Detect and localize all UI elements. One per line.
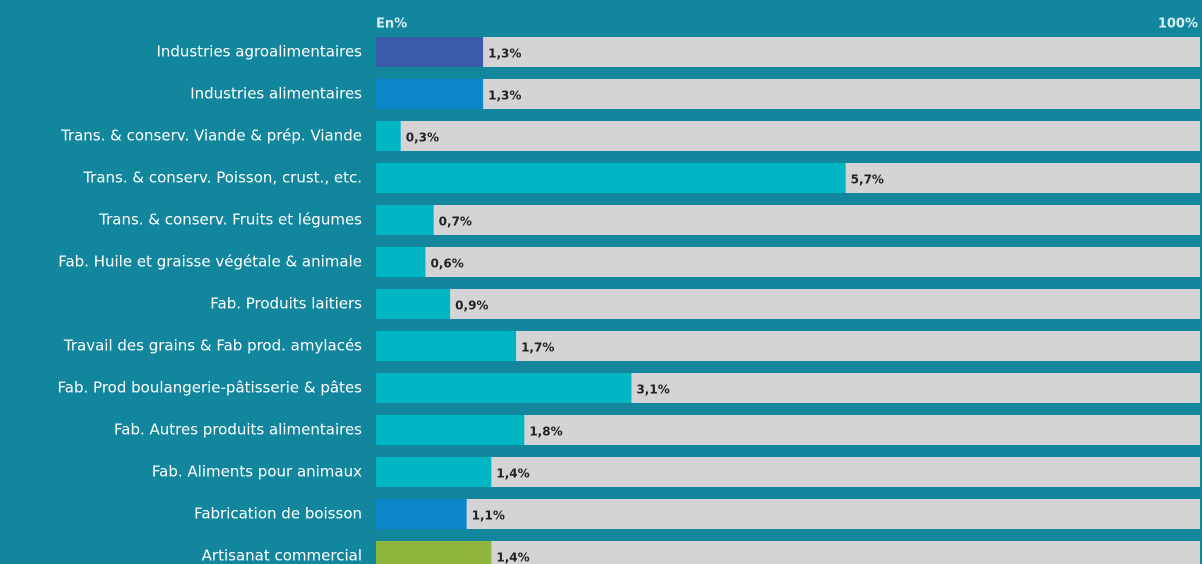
value-label: 3,1% <box>636 383 669 397</box>
category-label: Fab. Autres produits alimentaires <box>114 421 362 439</box>
bar-track <box>376 205 1200 235</box>
category-label: Travail des grains & Fab prod. amylacés <box>63 337 362 355</box>
value-label: 0,9% <box>455 299 488 313</box>
value-label: 0,6% <box>430 257 463 271</box>
bar-track <box>376 457 1200 487</box>
bar-track <box>376 499 1200 529</box>
category-label: Fab. Prod boulangerie-pâtisserie & pâtes <box>58 379 363 397</box>
value-label: 1,4% <box>496 467 529 481</box>
bar <box>376 331 517 361</box>
category-label: Trans. & conserv. Poisson, crust., etc. <box>82 169 362 187</box>
category-label: Trans. & conserv. Viande & prép. Viande <box>60 127 362 145</box>
bar <box>376 79 484 109</box>
category-label: Fabrication de boisson <box>194 505 362 523</box>
bar <box>376 121 401 151</box>
bar <box>376 289 451 319</box>
category-label: Industries agroalimentaires <box>156 43 362 61</box>
category-label: Fab. Produits laitiers <box>210 295 362 313</box>
value-label: 1,7% <box>521 341 554 355</box>
value-label: 5,7% <box>851 173 884 187</box>
category-label: Fab. Aliments pour animaux <box>152 463 362 481</box>
value-label: 1,3% <box>488 89 521 103</box>
bar <box>376 37 484 67</box>
bar <box>376 457 492 487</box>
category-label: Trans. & conserv. Fruits et légumes <box>98 211 362 229</box>
bar <box>376 415 525 445</box>
bar-track <box>376 289 1200 319</box>
category-label: Fab. Huile et graisse végétale & animale <box>58 253 362 271</box>
bar-track <box>376 79 1200 109</box>
value-label: 1,4% <box>496 551 529 564</box>
axis-label-right: 100% <box>1158 17 1198 32</box>
bar <box>376 373 632 403</box>
value-label: 1,3% <box>488 47 521 61</box>
value-label: 0,3% <box>406 131 439 145</box>
bar <box>376 247 426 277</box>
bar <box>376 205 434 235</box>
bar-track <box>376 37 1200 67</box>
bar-track <box>376 247 1200 277</box>
bar-track <box>376 121 1200 151</box>
bar-track <box>376 541 1200 564</box>
bar <box>376 499 467 529</box>
axis-label-left: En% <box>376 17 407 32</box>
value-label: 1,8% <box>529 425 562 439</box>
bar <box>376 541 492 564</box>
value-label: 1,1% <box>472 509 505 523</box>
category-label: Artisanat commercial <box>202 547 362 564</box>
bar <box>376 163 846 193</box>
value-label: 0,7% <box>439 215 472 229</box>
category-label: Industries alimentaires <box>190 85 362 103</box>
